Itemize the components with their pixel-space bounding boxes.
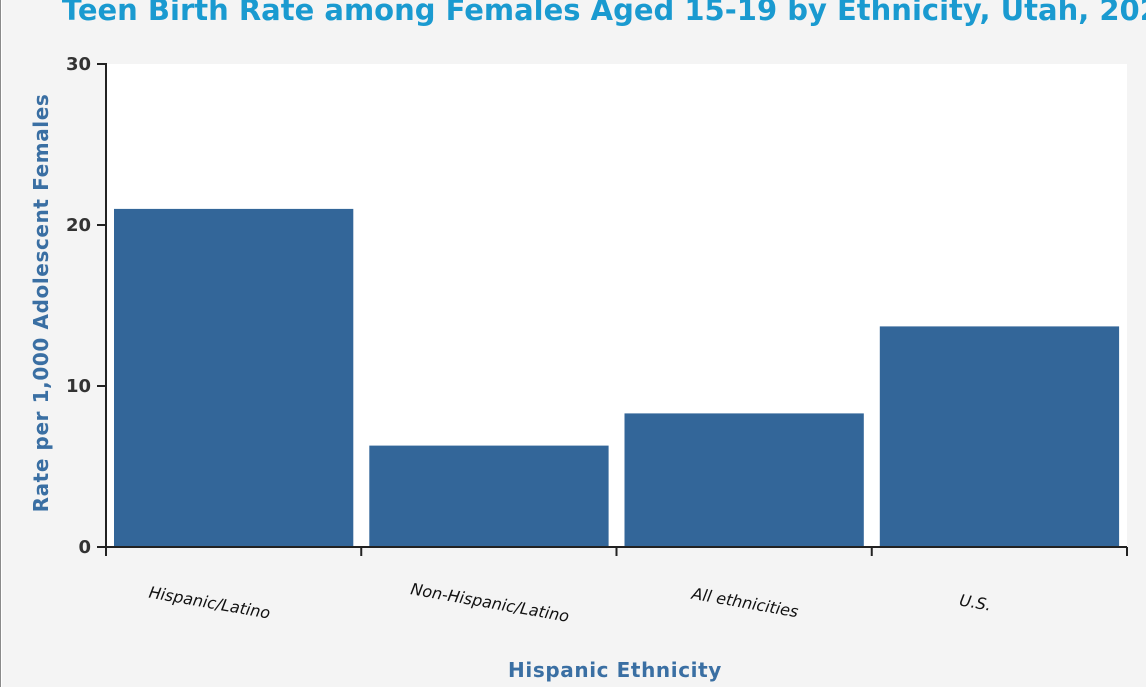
x-axis-title: Hispanic Ethnicity bbox=[508, 658, 722, 682]
chart-title: Teen Birth Rate among Females Aged 15-19… bbox=[62, 0, 1146, 27]
bar bbox=[879, 326, 1120, 547]
y-axis-title: Rate per 1,000 Adolescent Females bbox=[29, 94, 53, 513]
y-tick-label: 20 bbox=[66, 215, 91, 236]
bars-group bbox=[114, 208, 1120, 547]
y-tick-label: 0 bbox=[78, 537, 91, 558]
bar bbox=[114, 208, 354, 547]
y-tick-label: 10 bbox=[66, 376, 91, 397]
y-tick-label: 30 bbox=[66, 54, 91, 75]
y-axis: 0 10 20 30 bbox=[66, 54, 107, 558]
bar bbox=[624, 413, 864, 547]
bar bbox=[369, 445, 609, 547]
